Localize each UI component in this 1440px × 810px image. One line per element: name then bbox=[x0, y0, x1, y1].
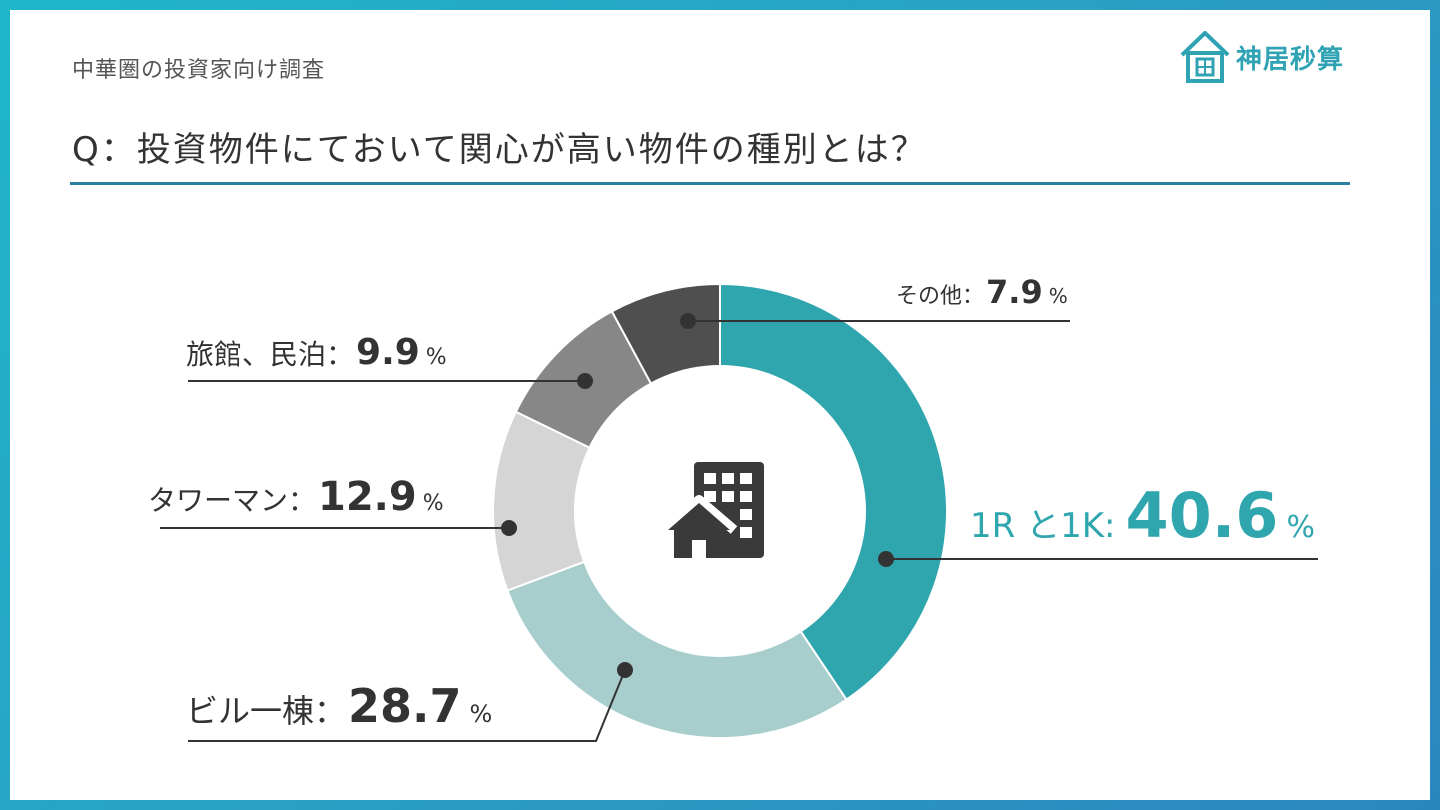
label-1r1k-value: 40.6 bbox=[1125, 479, 1278, 552]
label-ryokan-category: 旅館、民泊： bbox=[186, 338, 354, 371]
label-ryokan-unit: % bbox=[426, 345, 447, 370]
label-building-category: ビル一棟： bbox=[186, 692, 346, 730]
label-ryokan-value: 9.9 bbox=[356, 332, 420, 373]
label-building-unit: % bbox=[470, 700, 493, 728]
building-with-house-icon bbox=[660, 462, 764, 558]
title-underline bbox=[70, 182, 1350, 185]
label-1r1k: 1R と1K: 40.6% bbox=[970, 479, 1315, 552]
label-tower: タワーマン：12.9% bbox=[148, 474, 444, 520]
label-tower-unit: % bbox=[423, 491, 444, 516]
label-other-value: 7.9 bbox=[986, 273, 1043, 311]
label-other-unit: % bbox=[1049, 284, 1068, 308]
house-logo-icon bbox=[1180, 31, 1230, 83]
label-1r1k-unit: % bbox=[1286, 510, 1315, 545]
survey-label: 中華圏の投資家向け調査 bbox=[72, 58, 326, 83]
label-tower-value: 12.9 bbox=[318, 474, 417, 520]
logo-text: 神居秒算 bbox=[1236, 44, 1345, 75]
label-other-category: その他： bbox=[896, 284, 984, 309]
leader-tower bbox=[160, 520, 517, 536]
leader-1r1k bbox=[878, 551, 1318, 567]
label-1r1k-category: 1R と1K: bbox=[970, 506, 1115, 546]
leader-other bbox=[680, 313, 1070, 329]
leader-ryokan bbox=[188, 373, 593, 389]
label-ryokan: 旅館、民泊：9.9% bbox=[186, 332, 447, 373]
question-title: Q：投資物件にておいて関心が高い物件の種別とは？ bbox=[72, 130, 927, 170]
label-building: ビル一棟：28.7% bbox=[186, 679, 492, 733]
label-other: その他：7.9% bbox=[896, 273, 1068, 311]
leader-building bbox=[188, 662, 633, 742]
label-building-value: 28.7 bbox=[348, 679, 462, 733]
brand-logo: 神居秒算 bbox=[1178, 26, 1358, 88]
label-tower-category: タワーマン： bbox=[148, 484, 316, 517]
